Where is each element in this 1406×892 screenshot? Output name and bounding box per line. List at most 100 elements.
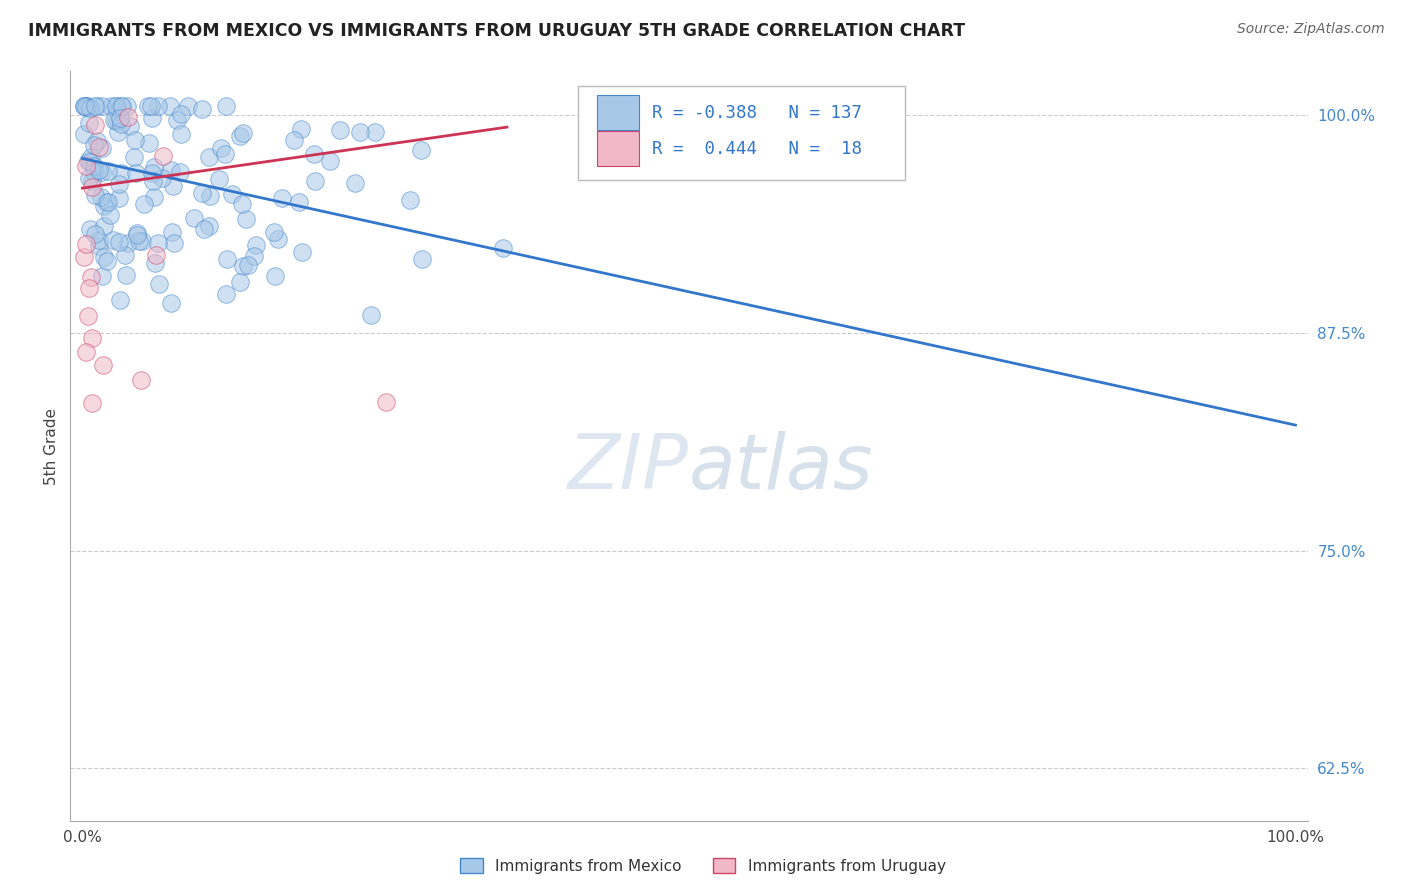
Point: [103, 113, 125, 128]
Point: [115, 99, 138, 113]
Point: [87, 238, 110, 252]
Point: [73, 99, 96, 113]
Point: [79, 270, 101, 285]
Point: [125, 228, 148, 243]
Point: [77, 116, 100, 130]
Point: [83, 118, 105, 132]
Point: [124, 133, 146, 147]
Text: IMMIGRANTS FROM MEXICO VS IMMIGRANTS FROM URUGUAY 5TH GRADE CORRELATION CHART: IMMIGRANTS FROM MEXICO VS IMMIGRANTS FRO…: [28, 22, 966, 40]
Point: [75, 345, 97, 359]
Point: [142, 174, 165, 188]
Point: [349, 125, 371, 139]
Point: [110, 111, 132, 125]
Point: [302, 147, 325, 161]
Legend: Immigrants from Mexico, Immigrants from Uruguay: Immigrants from Mexico, Immigrants from …: [454, 852, 952, 880]
Point: [170, 128, 193, 142]
Point: [94, 194, 117, 209]
Point: [232, 126, 254, 140]
Point: [141, 166, 163, 180]
Point: [492, 241, 515, 255]
Point: [75, 236, 97, 251]
Point: [208, 171, 231, 186]
Point: [79, 155, 101, 169]
Point: [169, 165, 191, 179]
Point: [73, 250, 96, 264]
Point: [263, 225, 285, 239]
Point: [75, 99, 97, 113]
Point: [84, 187, 107, 202]
Point: [217, 252, 239, 266]
Point: [266, 232, 288, 246]
Point: [264, 268, 287, 283]
Point: [283, 133, 305, 147]
Point: [129, 373, 152, 387]
Point: [152, 149, 174, 163]
Point: [93, 219, 115, 233]
Point: [120, 120, 142, 134]
Point: [75, 100, 97, 114]
Point: [193, 222, 215, 236]
Point: [134, 197, 156, 211]
Point: [87, 140, 110, 154]
FancyBboxPatch shape: [598, 131, 640, 166]
Point: [107, 177, 129, 191]
Point: [159, 99, 181, 113]
Point: [117, 111, 139, 125]
Point: [86, 134, 108, 148]
Point: [79, 222, 101, 236]
Point: [104, 99, 127, 113]
Point: [110, 166, 132, 180]
Point: [90, 141, 112, 155]
Point: [138, 99, 160, 113]
Point: [398, 194, 420, 208]
Point: [214, 99, 236, 113]
Point: [148, 99, 170, 113]
Point: [91, 99, 114, 113]
Point: [83, 165, 105, 179]
Point: [360, 308, 382, 322]
Point: [122, 150, 145, 164]
Point: [125, 166, 148, 180]
Point: [229, 275, 252, 289]
Point: [142, 190, 165, 204]
Point: [108, 293, 131, 307]
Y-axis label: 5th Grade: 5th Grade: [44, 408, 59, 484]
Point: [138, 136, 160, 150]
Point: [86, 99, 108, 113]
Point: [73, 128, 96, 142]
Point: [110, 117, 132, 131]
Point: [214, 147, 236, 161]
Point: [215, 286, 238, 301]
Point: [166, 112, 188, 127]
Point: [108, 235, 131, 249]
Point: [143, 256, 166, 270]
Point: [163, 235, 186, 250]
Point: [104, 99, 127, 113]
Point: [80, 180, 103, 194]
Point: [77, 171, 100, 186]
Point: [77, 154, 100, 169]
Point: [100, 99, 122, 113]
Point: [411, 252, 433, 266]
Point: [80, 150, 103, 164]
Point: [91, 165, 114, 179]
Point: [169, 107, 191, 121]
FancyBboxPatch shape: [578, 87, 905, 180]
Point: [374, 395, 396, 409]
Point: [146, 235, 169, 250]
Point: [235, 212, 257, 227]
Point: [143, 160, 166, 174]
Point: [291, 244, 314, 259]
Point: [77, 309, 100, 323]
Point: [411, 143, 433, 157]
Point: [128, 234, 150, 248]
Point: [90, 189, 112, 203]
Point: [114, 268, 136, 282]
Point: [80, 331, 103, 345]
Point: [83, 137, 105, 152]
Point: [77, 281, 100, 295]
Point: [236, 258, 259, 272]
Point: [82, 173, 104, 187]
Point: [209, 140, 232, 154]
Point: [110, 99, 132, 113]
